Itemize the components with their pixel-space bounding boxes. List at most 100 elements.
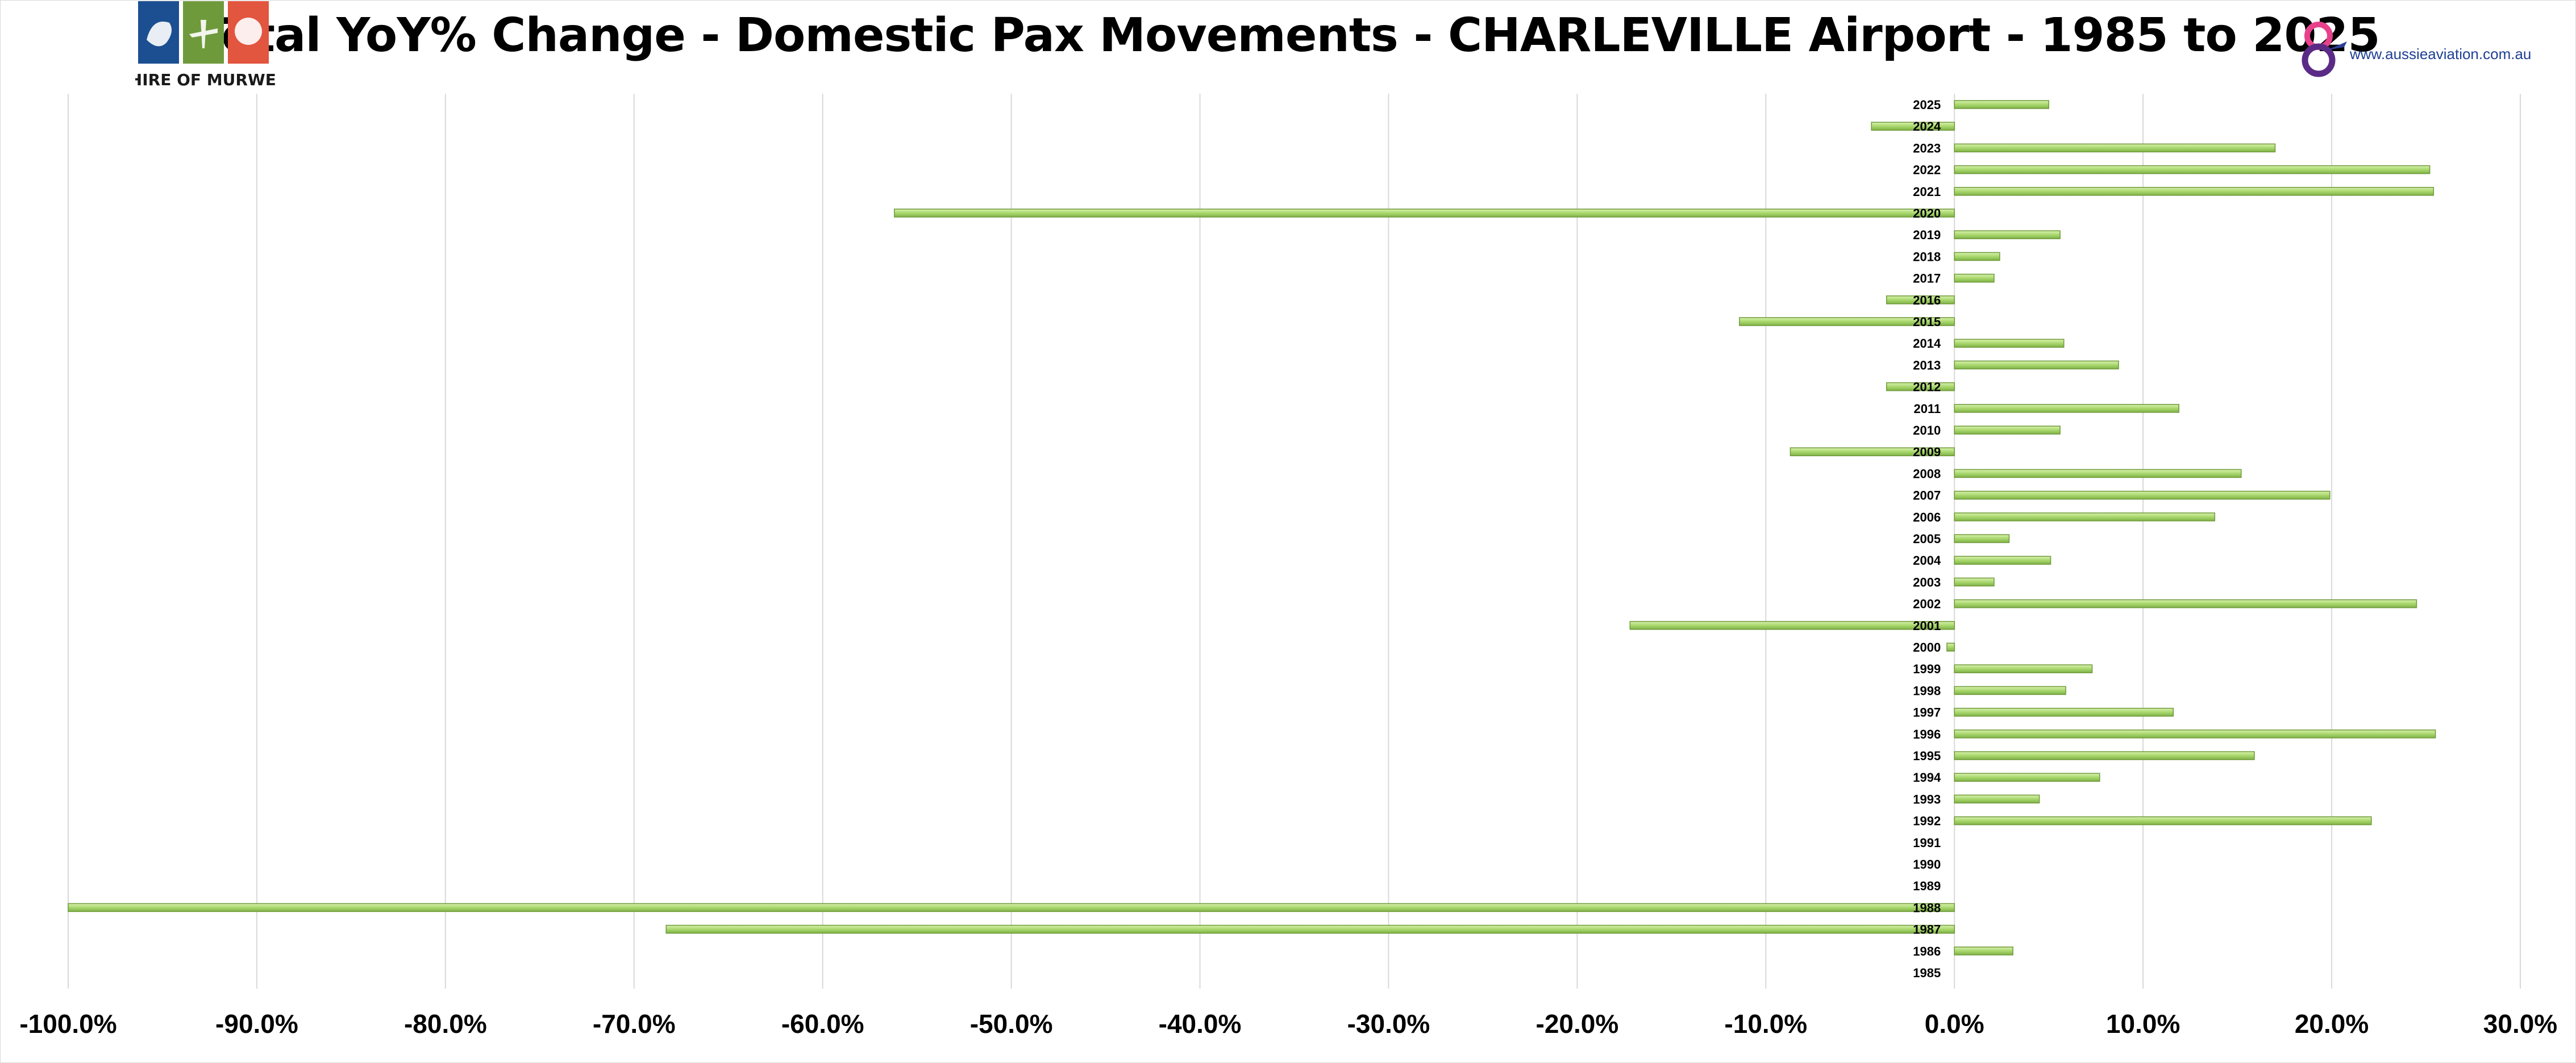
x-tick-label: -10.0% bbox=[1724, 1009, 1807, 1039]
bar-2020 bbox=[894, 209, 1955, 218]
bar-2022 bbox=[1954, 165, 2431, 174]
category-label-2002: 2002 bbox=[1913, 597, 1941, 611]
bar-1987 bbox=[665, 924, 1955, 934]
x-tick-label: -40.0% bbox=[1159, 1009, 1242, 1039]
bar-2019 bbox=[1954, 230, 2061, 239]
category-label-2024: 2024 bbox=[1913, 119, 1941, 134]
x-tick-label: 0.0% bbox=[1925, 1009, 1984, 1039]
category-label-2010: 2010 bbox=[1913, 423, 1941, 437]
bar-1992 bbox=[1954, 816, 2372, 826]
category-label-2021: 2021 bbox=[1913, 185, 1941, 199]
category-label-1986: 1986 bbox=[1913, 944, 1941, 958]
bar-1995 bbox=[1954, 751, 2255, 760]
bar-1997 bbox=[1954, 707, 2174, 717]
category-label-1994: 1994 bbox=[1913, 770, 1941, 785]
category-label-2003: 2003 bbox=[1913, 575, 1941, 589]
logo-left-text: SHIRE OF MURWEH bbox=[135, 70, 277, 89]
bar-1994 bbox=[1954, 773, 2100, 782]
bar-2011 bbox=[1954, 404, 2179, 413]
bar-2004 bbox=[1954, 556, 2051, 565]
bar-2008 bbox=[1954, 469, 2242, 478]
bar-2006 bbox=[1954, 512, 2216, 522]
category-label-2015: 2015 bbox=[1913, 315, 1941, 329]
category-label-2014: 2014 bbox=[1913, 336, 1941, 351]
category-label-2025: 2025 bbox=[1913, 98, 1941, 112]
chart-title: Total YoY% Change - Domestic Pax Movemen… bbox=[196, 9, 2380, 62]
bar-2015 bbox=[1739, 317, 1955, 326]
bar-2021 bbox=[1954, 187, 2434, 196]
category-label-1998: 1998 bbox=[1913, 683, 1941, 698]
category-label-2001: 2001 bbox=[1913, 619, 1941, 633]
category-label-2016: 2016 bbox=[1913, 293, 1941, 307]
bar-2017 bbox=[1954, 273, 1995, 283]
sheep-icon bbox=[235, 18, 262, 45]
category-label-1985: 1985 bbox=[1913, 966, 1941, 980]
x-tick-label: -90.0% bbox=[215, 1009, 298, 1039]
category-label-1991: 1991 bbox=[1913, 836, 1941, 850]
category-label-1997: 1997 bbox=[1913, 706, 1941, 720]
category-label-1989: 1989 bbox=[1913, 879, 1941, 893]
bar-2025 bbox=[1954, 100, 2049, 109]
category-label-2009: 2009 bbox=[1913, 445, 1941, 459]
bar-1998 bbox=[1954, 686, 2066, 695]
bar-2007 bbox=[1954, 490, 2331, 500]
category-label-1999: 1999 bbox=[1913, 662, 1941, 676]
bar-2014 bbox=[1954, 339, 2065, 348]
aussie-aviation-url: www.aussieaviation.com.au bbox=[2350, 45, 2532, 62]
gridlines bbox=[68, 94, 2521, 989]
bar-2001 bbox=[1629, 621, 1955, 630]
bar-2012 bbox=[1886, 382, 1955, 391]
category-label-1987: 1987 bbox=[1913, 923, 1941, 937]
bar-2002 bbox=[1954, 599, 2417, 608]
bull-icon bbox=[147, 22, 172, 47]
category-label-2019: 2019 bbox=[1913, 228, 1941, 242]
bar-1988 bbox=[68, 903, 1955, 912]
shire-of-murweh-logo: SHIRE OF MURWEH bbox=[135, 1, 277, 89]
bar-2010 bbox=[1954, 426, 2061, 435]
x-tick-label: -100.0% bbox=[19, 1009, 116, 1039]
bar-1993 bbox=[1954, 794, 2040, 804]
category-label-1990: 1990 bbox=[1913, 857, 1941, 872]
bar-2009 bbox=[1790, 447, 1955, 456]
bar-1999 bbox=[1954, 664, 2093, 673]
plane-icon bbox=[189, 20, 218, 48]
category-label-1992: 1992 bbox=[1913, 814, 1941, 828]
x-tick-label: -50.0% bbox=[970, 1009, 1053, 1039]
x-tick-label: -20.0% bbox=[1536, 1009, 1619, 1039]
x-tick-label: -60.0% bbox=[781, 1009, 864, 1039]
bar-2023 bbox=[1954, 143, 2276, 153]
x-axis-tick-labels: -100.0% -90.0% -80.0% -70.0% -60.0% -50.0% -40… bbox=[19, 1009, 2557, 1039]
bar-2016 bbox=[1886, 295, 1955, 305]
category-label-2008: 2008 bbox=[1913, 466, 1941, 481]
category-label-2013: 2013 bbox=[1913, 358, 1941, 372]
category-label-2000: 2000 bbox=[1913, 640, 1941, 655]
x-tick-label: 10.0% bbox=[2106, 1009, 2180, 1039]
bar-2013 bbox=[1954, 360, 2119, 370]
bar-1986 bbox=[1954, 947, 2013, 956]
x-tick-label: -80.0% bbox=[404, 1009, 487, 1039]
x-tick-label: 20.0% bbox=[2295, 1009, 2369, 1039]
category-label-2006: 2006 bbox=[1913, 510, 1941, 524]
category-label-1996: 1996 bbox=[1913, 727, 1941, 741]
category-label-2023: 2023 bbox=[1913, 141, 1941, 155]
x-tick-label: -70.0% bbox=[593, 1009, 676, 1039]
category-label-2005: 2005 bbox=[1913, 532, 1941, 546]
aussie-aviation-emblem-icon bbox=[2302, 22, 2347, 77]
category-label-1995: 1995 bbox=[1913, 749, 1941, 763]
category-label-2004: 2004 bbox=[1913, 553, 1941, 568]
category-label-2022: 2022 bbox=[1913, 163, 1941, 177]
x-tick-label: 30.0% bbox=[2483, 1009, 2557, 1039]
category-label-2017: 2017 bbox=[1913, 272, 1941, 286]
x-tick-label: -30.0% bbox=[1347, 1009, 1430, 1039]
bar-1996 bbox=[1954, 729, 2436, 739]
aussie-aviation-logo: www.aussieaviation.com.au bbox=[2296, 16, 2546, 84]
category-label-1988: 1988 bbox=[1913, 901, 1941, 915]
category-label-2018: 2018 bbox=[1913, 249, 1941, 264]
category-label-1993: 1993 bbox=[1913, 792, 1941, 806]
bar-2024 bbox=[1871, 122, 1955, 131]
category-label-2020: 2020 bbox=[1913, 206, 1941, 220]
bar-2000 bbox=[1946, 643, 1955, 652]
category-label-2012: 2012 bbox=[1913, 380, 1941, 394]
bars bbox=[68, 100, 2436, 956]
